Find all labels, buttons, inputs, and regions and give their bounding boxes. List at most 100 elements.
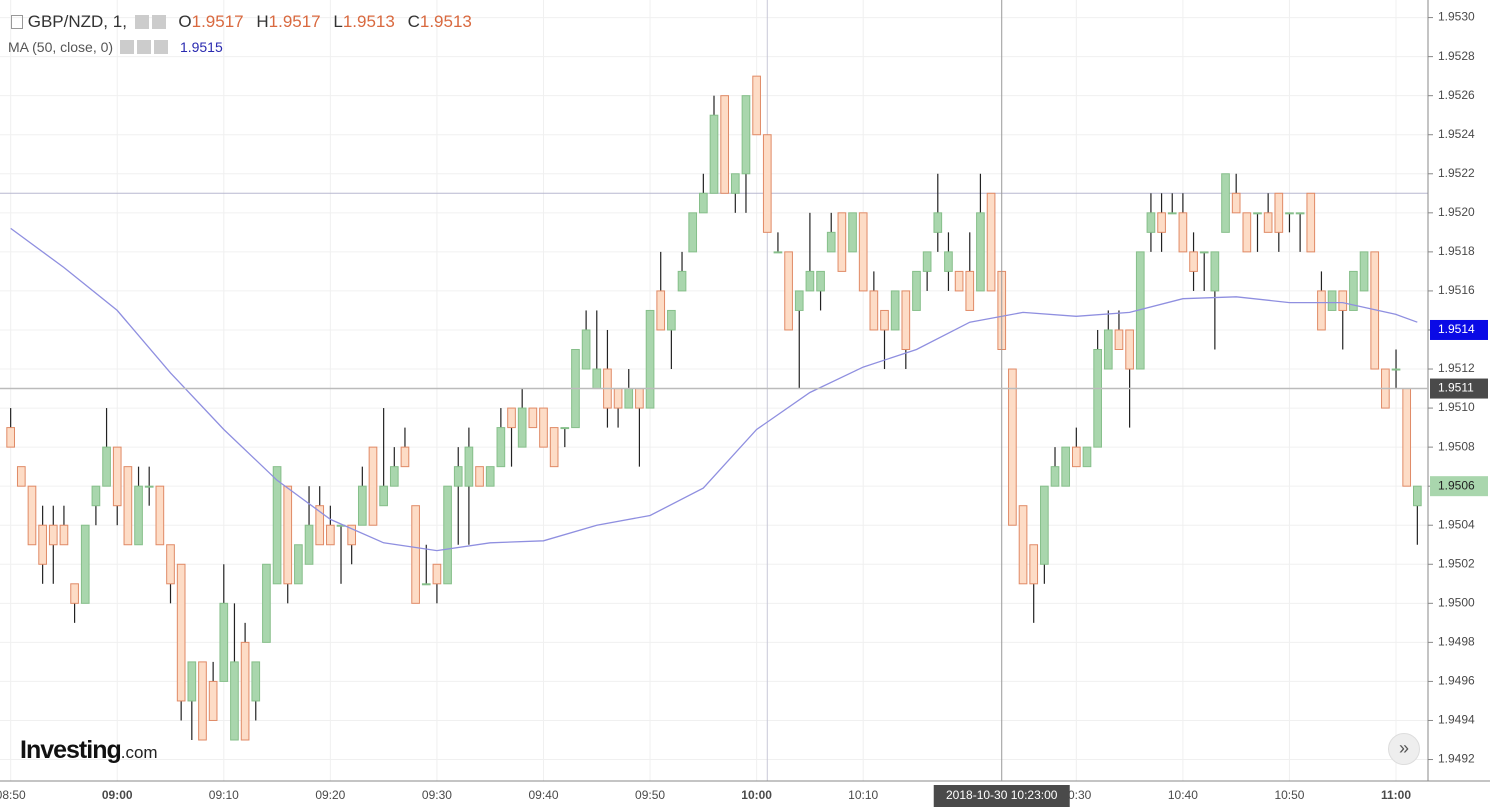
- candle-body: [443, 485, 452, 585]
- icon: [11, 15, 23, 29]
- icon[interactable]: [119, 40, 134, 54]
- x-tick-label: 09:10: [209, 788, 239, 802]
- candle-body: [645, 309, 655, 409]
- candle-body: [549, 427, 559, 468]
- candle-body: [294, 544, 303, 585]
- x-tick-label: 10:10: [848, 788, 878, 802]
- candle-body: [155, 485, 165, 546]
- y-tick-label: 1.9494: [1438, 713, 1475, 727]
- candle-body: [1178, 212, 1188, 253]
- candle-body: [773, 251, 783, 254]
- x-tick-label: 09:20: [315, 788, 345, 802]
- symbol: GBP/NZD, 1,: [27, 12, 127, 31]
- ma-line: [10, 227, 1418, 552]
- candle-body: [91, 485, 101, 507]
- candle-body: [123, 466, 133, 546]
- y-tick-label: 1.9510: [1438, 400, 1475, 414]
- legend-header: GBP/NZD, 1, O1.9517 H1.9517 L1.9513 C1.9…: [8, 12, 472, 32]
- price-tag-label: 1.9506: [1438, 478, 1475, 492]
- candle-body: [1157, 212, 1166, 233]
- crosshair-y-label: 1.9511: [1438, 381, 1474, 395]
- candle-body: [741, 95, 751, 175]
- candle-body: [283, 485, 293, 585]
- candle-body: [1189, 251, 1198, 272]
- candle-body: [1050, 466, 1060, 487]
- candle-body: [709, 114, 719, 194]
- candle-body: [59, 524, 69, 546]
- candle-body: [16, 466, 26, 487]
- candle-body: [1295, 212, 1305, 215]
- candle-body: [613, 388, 623, 409]
- candle-body: [507, 407, 516, 429]
- candle-body: [1274, 192, 1284, 233]
- candle-body: [986, 192, 996, 292]
- candle-body: [976, 212, 985, 292]
- candle-body: [1285, 212, 1294, 215]
- candle-body: [912, 270, 921, 311]
- price-tag: [1430, 476, 1488, 497]
- logo: Investing.com: [20, 736, 158, 765]
- candle-body: [1082, 446, 1092, 468]
- candle-body: [272, 466, 282, 585]
- y-tick-label: 1.9530: [1438, 10, 1475, 24]
- icon[interactable]: [134, 15, 149, 29]
- candle-body: [1359, 251, 1369, 292]
- candle-body: [656, 290, 666, 331]
- x-tick-label: 09:30: [422, 788, 452, 802]
- plot: [0, 0, 1428, 781]
- candle-body: [134, 485, 143, 546]
- x-tick-label: 09:50: [635, 788, 665, 802]
- candle-body: [368, 446, 378, 526]
- crosshair-x-box: [933, 785, 1070, 807]
- candle-body: [1061, 446, 1071, 487]
- candle-body: [1146, 212, 1156, 233]
- scroll-button[interactable]: »: [1388, 733, 1420, 765]
- candle-body: [1263, 212, 1273, 233]
- candle-body: [1103, 329, 1113, 370]
- y-tick-label: 1.9524: [1438, 127, 1475, 141]
- icon[interactable]: [136, 40, 151, 54]
- candle-body: [400, 446, 410, 468]
- candle-body: [869, 290, 879, 331]
- y-tick-label: 1.9522: [1438, 166, 1475, 180]
- candle-body: [816, 270, 825, 292]
- candle-body: [528, 407, 538, 429]
- candle-body: [965, 270, 975, 311]
- candle-body: [688, 212, 698, 253]
- candle-body: [1306, 192, 1316, 253]
- candle-body: [432, 563, 442, 585]
- x-tick-label: 11:00: [1381, 788, 1411, 802]
- candle-body: [720, 95, 729, 194]
- candle-body: [784, 251, 793, 331]
- candle-body: [1221, 173, 1230, 233]
- y-tick-label: 1.9512: [1438, 361, 1475, 375]
- candle-body: [699, 192, 708, 214]
- candle-body: [80, 524, 90, 604]
- candle-body: [624, 388, 634, 409]
- c-value: 1.9513: [419, 12, 472, 31]
- candle-body: [453, 466, 463, 487]
- icon[interactable]: [153, 40, 168, 54]
- candle-body: [144, 485, 154, 488]
- candle-body: [1242, 212, 1252, 253]
- candle-body: [1114, 329, 1124, 350]
- y-tick-label: 1.9496: [1438, 674, 1475, 688]
- ma-name: MA (50, close, 0): [8, 39, 114, 55]
- candle-body: [1402, 388, 1412, 487]
- icon[interactable]: [151, 15, 166, 29]
- candle-body: [326, 524, 335, 546]
- h-label: H: [256, 12, 269, 31]
- candle-body: [890, 290, 900, 331]
- crosshair-y-box: [1430, 378, 1488, 399]
- candle-body: [1040, 485, 1049, 565]
- candle-body: [166, 544, 175, 585]
- candle-body: [1231, 192, 1241, 214]
- x-tick-label: 10:00: [741, 788, 772, 802]
- x-tick-label: 10:50: [1274, 788, 1304, 802]
- candle-body: [1349, 270, 1358, 311]
- y-tick-label: 1.9500: [1438, 595, 1475, 609]
- candle-body: [1071, 446, 1081, 468]
- y-tick-label: 1.9502: [1438, 556, 1475, 570]
